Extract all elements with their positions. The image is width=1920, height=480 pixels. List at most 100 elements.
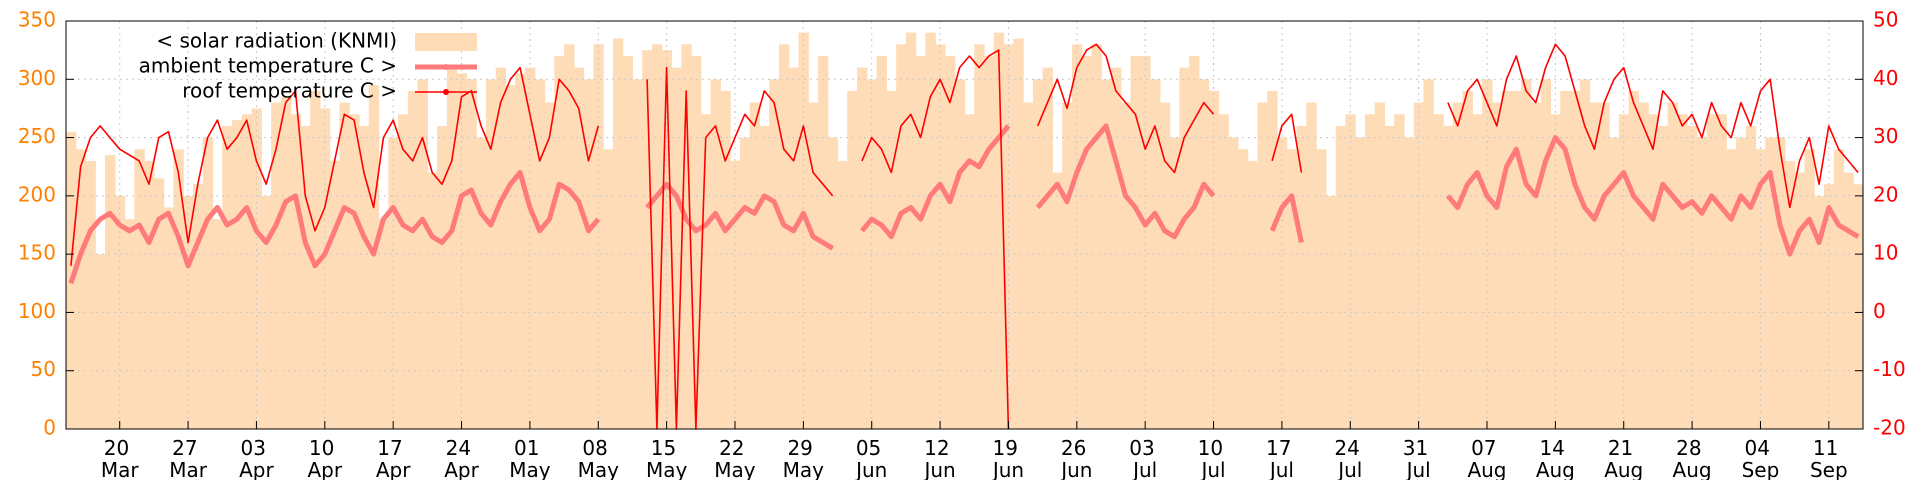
solar-bar — [202, 137, 214, 430]
solar-bar — [866, 79, 878, 430]
solar-bar — [1325, 195, 1337, 429]
solar-bar — [1462, 90, 1473, 429]
solar-bar — [1101, 79, 1112, 430]
solar-bar — [271, 102, 282, 429]
legend-dot — [443, 64, 449, 70]
solar-bar — [837, 160, 848, 429]
solar-bar — [75, 149, 87, 429]
solar-bar — [1257, 102, 1268, 429]
solar-bar — [241, 114, 253, 429]
x-tick-label: 22 May — [714, 436, 756, 480]
x-tick-label: 10 Apr — [308, 436, 343, 480]
solar-bar — [661, 50, 673, 430]
y2-tick-label: 20 — [1873, 182, 1898, 206]
temperature-line — [70, 43, 1859, 430]
x-tick-label: 01 May — [509, 436, 551, 480]
solar-bar — [1052, 172, 1063, 430]
x-tick-label: 07 Aug — [1467, 436, 1506, 480]
solar-bar — [1589, 102, 1600, 429]
solar-bar — [691, 55, 702, 429]
legend-label: roof temperature C > — [182, 79, 397, 103]
legend-swatch — [415, 33, 477, 51]
solar-bar — [876, 55, 887, 429]
solar-bar — [525, 67, 536, 429]
solar-bar — [1755, 149, 1766, 429]
solar-bar — [544, 102, 555, 429]
solar-bar — [1736, 137, 1747, 430]
area-layer — [66, 32, 1864, 430]
x-tick-label: 28 Aug — [1673, 436, 1712, 480]
x-tick-label: 20 Mar — [101, 436, 140, 480]
solar-bar — [300, 125, 311, 430]
solar-bar — [896, 44, 907, 430]
solar-bar — [310, 90, 321, 429]
solar-bar — [642, 50, 653, 430]
solar-bar — [1384, 125, 1395, 430]
solar-bar — [1433, 114, 1444, 429]
solar-bar — [1745, 125, 1757, 430]
y-tick-label: 300 — [18, 66, 56, 90]
solar-bar — [144, 160, 155, 429]
solar-bar — [1003, 44, 1014, 430]
solar-bar — [1716, 114, 1727, 429]
x-tick-label: 12 Jun — [922, 436, 956, 480]
solar-bar — [1687, 125, 1698, 430]
solar-bar — [398, 114, 409, 429]
solar-bar — [700, 114, 712, 429]
solar-bar — [1150, 79, 1161, 430]
solar-bar — [427, 172, 438, 430]
x-tick-label: 04 Sep — [1742, 436, 1780, 480]
solar-bar — [1355, 137, 1366, 430]
solar-bar — [1023, 102, 1034, 429]
solar-bar — [1648, 114, 1659, 429]
solar-bar — [993, 32, 1005, 430]
solar-bar — [1667, 102, 1679, 429]
solar-bar — [339, 102, 350, 429]
solar-bar — [232, 120, 243, 429]
solar-bar — [329, 160, 341, 429]
solar-bar — [476, 137, 487, 430]
solar-bar — [1267, 90, 1278, 429]
solar-bar — [1482, 79, 1493, 430]
solar-bar — [85, 160, 96, 429]
solar-bar — [1081, 55, 1093, 429]
x-tick-label: 19 Jun — [991, 436, 1025, 480]
solar-bar — [1628, 90, 1639, 429]
solar-bar — [280, 96, 292, 430]
x-tick-label: 21 Aug — [1604, 436, 1643, 480]
solar-bar — [671, 67, 682, 429]
solar-bar — [349, 114, 360, 429]
y2-tick-label: -20 — [1873, 416, 1906, 440]
solar-bar — [1247, 160, 1259, 429]
solar-bar — [1452, 102, 1464, 429]
solar-bar — [915, 55, 927, 429]
solar-bar — [564, 44, 575, 430]
x-tick-label: 11 Sep — [1810, 436, 1848, 480]
solar-bar — [1618, 114, 1630, 429]
y-tick-label: 200 — [18, 182, 56, 206]
solar-bar — [1413, 102, 1425, 429]
solar-bar — [466, 79, 477, 430]
y-tick-label: 350 — [18, 8, 56, 32]
solar-bar — [1364, 114, 1376, 429]
line-layer — [68, 43, 1860, 430]
solar-bar — [1804, 149, 1815, 429]
solar-bar — [1677, 114, 1688, 429]
solar-bar — [1159, 102, 1171, 429]
solar-bar — [1784, 160, 1796, 429]
solar-bar — [1706, 114, 1718, 429]
solar-bar — [192, 184, 204, 429]
solar-bar — [1511, 90, 1522, 429]
legend-label: < solar radiation (KNMI) — [156, 29, 397, 53]
solar-bar — [808, 102, 819, 429]
x-tick-label: 08 May — [578, 436, 620, 480]
solar-bar — [964, 114, 975, 429]
solar-bar — [1189, 55, 1200, 429]
solar-bar — [407, 90, 419, 429]
solar-bar — [1140, 55, 1151, 429]
solar-bar — [1345, 114, 1356, 429]
solar-bar — [847, 90, 858, 429]
solar-bar — [134, 149, 145, 429]
solar-bar — [603, 149, 614, 429]
x-tick-label: 29 May — [783, 436, 825, 480]
